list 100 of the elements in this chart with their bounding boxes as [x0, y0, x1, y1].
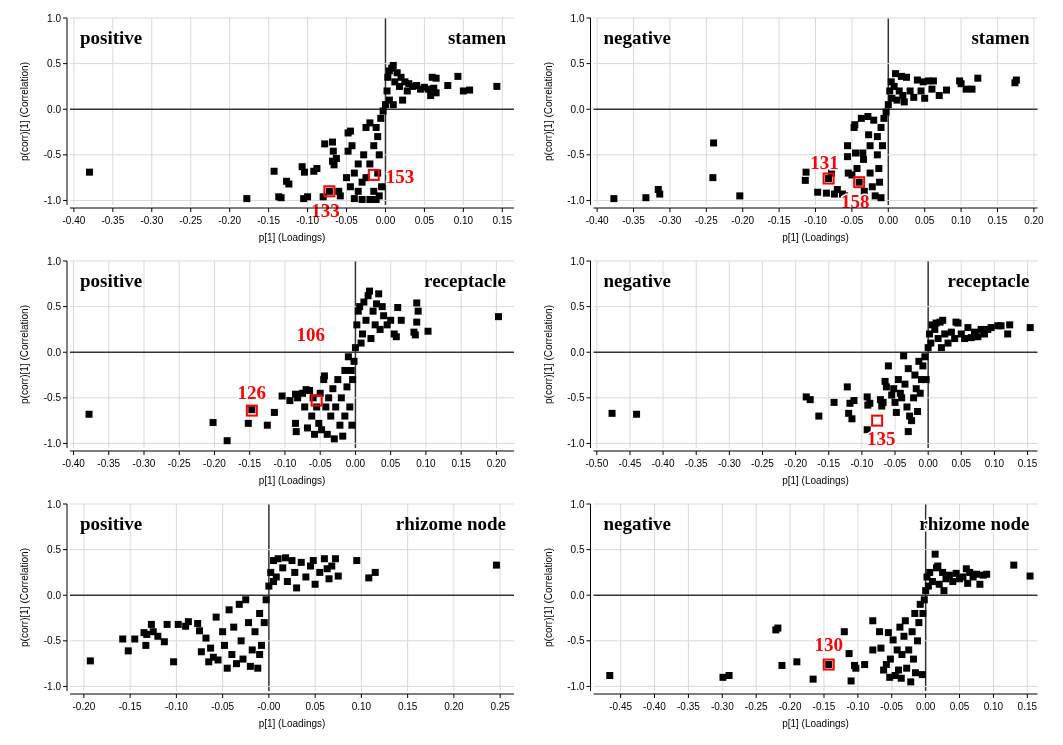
x-tick-label: -0.40: [651, 458, 675, 469]
y-tick-label: -1.0: [43, 194, 62, 206]
y-tick-label: -1.0: [43, 680, 62, 692]
x-tick-label: -0.40: [585, 215, 609, 226]
y-tick-label: 1.0: [570, 255, 585, 267]
x-axis-title: p[1] (Loadings): [782, 232, 849, 243]
y-tick-label: -0.5: [43, 635, 62, 647]
y-tick-label: -0.5: [43, 149, 62, 161]
x-tick-label: 0.10: [951, 215, 972, 226]
annotation: positive: [80, 513, 143, 534]
x-tick-label: -0.05: [880, 701, 904, 712]
x-tick-label: 0.15: [987, 215, 1008, 226]
x-tick-label: -0.10: [804, 215, 828, 226]
x-tick-label: -0.15: [257, 215, 281, 226]
y-tick-label: -1.0: [43, 437, 62, 449]
x-tick-label: -0.35: [101, 215, 125, 226]
x-tick-label: 0.15: [492, 215, 513, 226]
y-tick-label: 1.0: [47, 498, 62, 510]
annotation: negative: [603, 270, 672, 291]
x-tick-label: 0.05: [951, 458, 972, 469]
y-tick-label: 0.5: [570, 58, 585, 70]
y-tick-label: 0.5: [570, 301, 585, 313]
y-tick-label: -0.5: [43, 392, 62, 404]
annotation: negative: [603, 513, 672, 534]
x-tick-label: 0.05: [949, 701, 970, 712]
x-tick-label: 0.00: [345, 458, 366, 469]
x-tick-label: -0.25: [167, 458, 192, 469]
y-tick-label: 0.0: [570, 589, 585, 601]
y-tick-label: 0.5: [570, 544, 585, 556]
x-tick-label: 0.10: [351, 701, 372, 712]
x-tick-label: -0.25: [751, 458, 775, 469]
x-tick-label: -0.20: [72, 701, 96, 712]
x-tick-label: -0.30: [140, 215, 164, 226]
y-tick-label: 0.0: [47, 346, 62, 358]
annotation: receptacle: [424, 270, 506, 291]
annotation: 158: [840, 191, 870, 213]
y-tick-label: -1.0: [567, 194, 585, 206]
x-tick-label: 0.05: [914, 215, 935, 226]
annotation: 131: [810, 151, 839, 173]
annotation: stamen: [971, 27, 1030, 48]
x-tick-label: 0.10: [984, 458, 1005, 469]
y-axis-title: p(corr)[1] (Correlation): [542, 305, 554, 404]
y-tick-label: 1.0: [570, 12, 585, 24]
y-axis-title: p(corr)[1] (Correlation): [542, 62, 554, 161]
x-tick-label: -0.30: [717, 458, 742, 469]
x-tick-label: -0.35: [684, 458, 709, 469]
annotation: 126: [237, 381, 267, 403]
annotation: 106: [296, 323, 325, 345]
annotation: stamen: [447, 27, 507, 48]
x-tick-label: 0.15: [451, 458, 472, 469]
x-tick-label: -0.10: [846, 701, 870, 712]
y-tick-label: 1.0: [47, 255, 62, 267]
annotation: negative: [603, 27, 672, 48]
x-tick-label: -0.35: [677, 701, 701, 712]
annotation: 135: [866, 427, 896, 449]
x-tick-label: -0.20: [778, 701, 802, 712]
y-tick-label: -0.5: [567, 149, 585, 161]
x-tick-label: -0.10: [850, 458, 874, 469]
x-tick-label: -0.05: [883, 458, 907, 469]
y-tick-label: 1.0: [47, 12, 62, 24]
y-axis-title: p(corr)[1] (Correlation): [19, 548, 30, 647]
annotation: receptacle: [947, 270, 1030, 291]
x-axis-title: p[1] (Loadings): [258, 475, 326, 486]
x-tick-label: -0.20: [784, 458, 808, 469]
x-tick-label: 0.05: [380, 458, 401, 469]
x-tick-label: -0.20: [731, 215, 755, 226]
x-tick-label: -0.25: [744, 701, 769, 712]
annotation: positive: [80, 270, 143, 291]
y-tick-label: -0.5: [567, 392, 585, 404]
x-tick-label: -0.20: [203, 458, 227, 469]
x-tick-label: 0.25: [490, 701, 511, 712]
x-tick-label: 0.10: [416, 458, 437, 469]
x-tick-label: -0.30: [658, 215, 682, 226]
y-axis-title: p(corr)[1] (Correlation): [19, 62, 30, 161]
x-tick-label: -0.10: [164, 701, 189, 712]
annotation: 153: [385, 165, 415, 187]
x-tick-label: 0.10: [453, 215, 474, 226]
x-tick-label: 0.00: [878, 215, 899, 226]
x-axis-title: p[1] (Loadings): [782, 718, 849, 729]
x-tick-label: 0.15: [1017, 701, 1038, 712]
y-tick-label: 0.5: [47, 58, 62, 70]
y-tick-label: 0.5: [47, 301, 62, 313]
x-tick-label: 0.00: [915, 701, 936, 712]
x-tick-label: -0.05: [211, 701, 235, 712]
x-tick-label: -0.25: [179, 215, 203, 226]
x-tick-label: -0.45: [609, 701, 633, 712]
x-tick-label: -0.15: [767, 215, 791, 226]
x-tick-label: 0.05: [414, 215, 435, 226]
x-tick-label: -0.30: [710, 701, 735, 712]
x-tick-label: -0.05: [308, 458, 333, 469]
x-tick-label: -0.40: [62, 215, 86, 226]
x-tick-label: -0.10: [273, 458, 297, 469]
x-tick-label: -0.40: [62, 458, 86, 469]
y-tick-label: 0.0: [570, 346, 585, 358]
x-tick-label: 0.15: [397, 701, 418, 712]
annotation: positive: [80, 27, 143, 48]
y-tick-label: 0.5: [47, 544, 62, 556]
x-tick-label: -0.30: [132, 458, 156, 469]
x-tick-label: 0.20: [486, 458, 507, 469]
x-tick-label: 0.20: [1024, 215, 1045, 226]
